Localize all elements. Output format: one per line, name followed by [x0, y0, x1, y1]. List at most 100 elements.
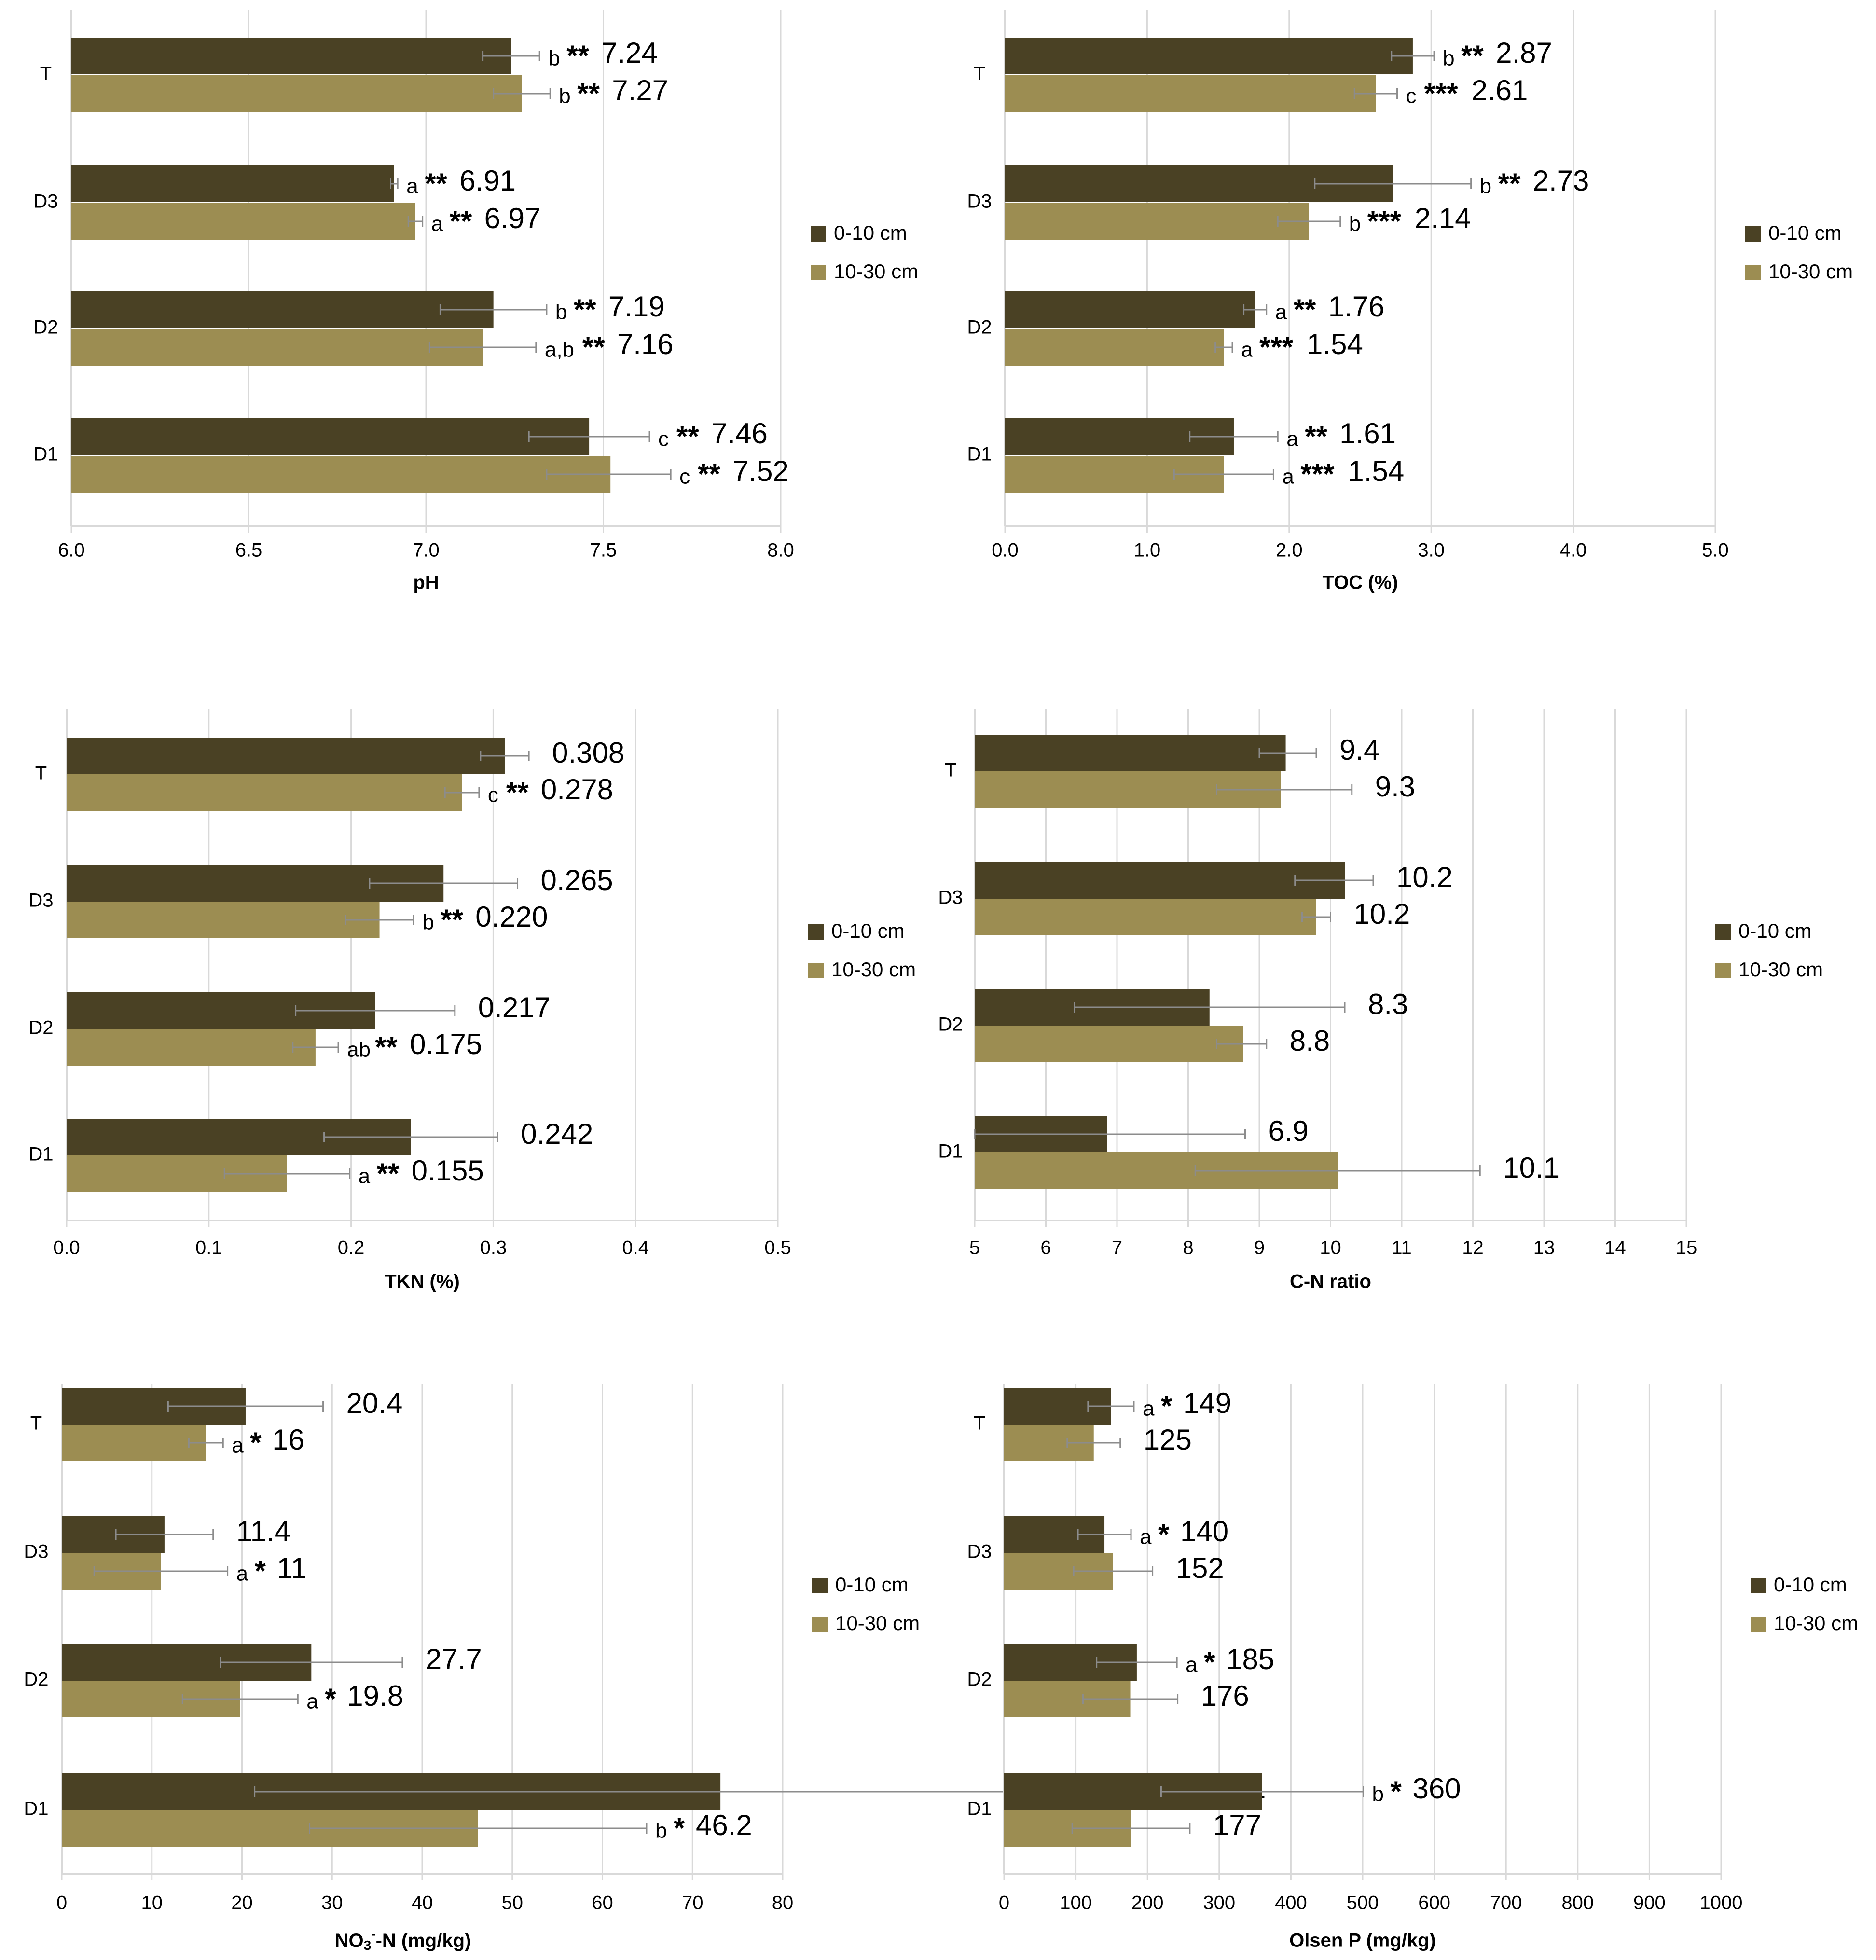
significance-stars: ** [676, 420, 699, 452]
data-label: 1.54 [1307, 328, 1363, 360]
bar [71, 75, 522, 112]
bar [1005, 38, 1413, 74]
data-label: 0.242 [521, 1118, 593, 1150]
x-tick-label: 7.0 [413, 540, 440, 561]
significance-stars: * [1390, 1775, 1402, 1808]
category-label: D3 [938, 887, 963, 908]
x-tick-label: 0 [999, 1892, 1009, 1914]
category-label: D1 [24, 1798, 48, 1820]
x-tick-label: 60 [592, 1892, 613, 1914]
significance-stars: * [325, 1683, 336, 1715]
category-label: D1 [33, 444, 58, 465]
significance-stars: *** [1367, 205, 1402, 237]
x-axis-label: Olsen P (mg/kg) [1289, 1930, 1436, 1951]
data-label: 2.61 [1472, 74, 1528, 107]
significance-stars: ** [375, 1031, 398, 1063]
bar [71, 165, 394, 202]
data-label: 185 [1226, 1643, 1274, 1675]
data-label: 7.46 [711, 417, 768, 450]
legend-swatch [812, 1617, 828, 1632]
x-tick-label: 9 [1254, 1237, 1265, 1259]
significance-letter: a [1275, 301, 1287, 324]
data-label: 6.9 [1269, 1115, 1309, 1147]
significance-stars: * [250, 1426, 262, 1459]
data-label: 1.76 [1328, 290, 1385, 323]
significance-stars: ** [582, 331, 605, 363]
bar [62, 1425, 206, 1461]
x-tick-label: 1000 [1700, 1892, 1743, 1914]
x-tick-label: 20 [231, 1892, 253, 1914]
legend-label: 0-10 cm [1768, 221, 1842, 244]
x-axis-label: TOC (%) [1322, 572, 1398, 593]
bar [67, 774, 462, 811]
legend-label: 10-30 cm [834, 260, 918, 283]
category-label: D3 [967, 1541, 992, 1563]
x-tick-label: 300 [1203, 1892, 1235, 1914]
category-label: T [945, 760, 956, 781]
data-label: 19.8 [347, 1680, 403, 1712]
data-label: 6.97 [484, 202, 541, 234]
data-label: 176 [1201, 1680, 1249, 1712]
x-tick-label: 10 [141, 1892, 163, 1914]
legend-label: 0-10 cm [831, 919, 905, 942]
category-label: D1 [28, 1144, 53, 1165]
legend-label: 10-30 cm [831, 958, 916, 981]
x-tick-label: 700 [1490, 1892, 1522, 1914]
significance-letter: c [488, 783, 498, 807]
significance-letter: a [359, 1165, 371, 1188]
chart-panel-4: 5 6 7 8 9 10 11 12 13 14 15 C-N ratio T 9.4 9.3 D3 10.2 1… [938, 709, 1823, 1292]
significance-stars: ** [574, 293, 596, 326]
data-label: 8.3 [1368, 988, 1408, 1020]
category-label: D1 [938, 1141, 963, 1162]
significance-stars: * [674, 1812, 685, 1844]
significance-letter: b [1480, 175, 1491, 198]
x-tick-label: 6.0 [58, 540, 85, 561]
chart-panel-6: 0 100 200 300 400 500 600 700 800 900 1000 Olsen P … [967, 1384, 1858, 1951]
x-axis-label: C-N ratio [1290, 1271, 1371, 1292]
data-label: 10.1 [1503, 1151, 1559, 1184]
legend-swatch [1751, 1617, 1766, 1632]
data-label: 8.8 [1290, 1025, 1330, 1057]
category-label: D2 [33, 317, 58, 338]
significance-letter: a,b [545, 338, 574, 362]
bar [975, 1026, 1243, 1062]
data-label: 152 [1176, 1552, 1224, 1584]
legend-label: 10-30 cm [1774, 1612, 1858, 1634]
significance-stars: ** [1461, 40, 1484, 72]
significance-letter: b [555, 301, 567, 324]
significance-stars: ** [1498, 167, 1521, 200]
significance-letter: a [1140, 1525, 1152, 1549]
x-tick-label: 80 [772, 1892, 794, 1914]
x-tick-label: 600 [1418, 1892, 1450, 1914]
significance-stars: *** [1259, 331, 1294, 363]
data-label: 360 [1412, 1772, 1461, 1805]
category-label: D3 [33, 191, 58, 212]
data-label: 10.2 [1354, 898, 1410, 930]
category-label: T [40, 63, 52, 84]
category-label: D2 [967, 317, 992, 338]
data-label: 0.175 [410, 1028, 482, 1060]
significance-letter: ab [347, 1038, 371, 1062]
x-axis-label: NO3--N (mg/kg) [335, 1926, 471, 1953]
chart-panel-3: 0.0 0.1 0.2 0.3 0.4 0.5 TKN (%) T 0.308 c ** 0.278 D… [28, 709, 916, 1292]
significance-letter: a [431, 212, 443, 236]
data-label: 7.16 [617, 328, 674, 360]
category-label: D2 [24, 1669, 48, 1690]
data-label: 7.19 [608, 290, 665, 323]
legend-swatch [1715, 963, 1731, 978]
legend-swatch [812, 1578, 828, 1593]
bar [71, 38, 511, 74]
x-tick-label: 3.0 [1418, 540, 1445, 561]
significance-letter: b [548, 47, 560, 70]
data-label: 0.217 [478, 991, 551, 1024]
category-label: D3 [24, 1541, 48, 1563]
significance-letter: b [1349, 212, 1361, 236]
significance-stars: ** [1305, 420, 1327, 452]
data-label: 16 [272, 1424, 304, 1456]
legend-label: 10-30 cm [1768, 260, 1853, 283]
bar [71, 418, 590, 455]
bar [67, 1029, 316, 1066]
significance-letter: b [655, 1819, 667, 1843]
significance-letter: c [1406, 84, 1417, 108]
